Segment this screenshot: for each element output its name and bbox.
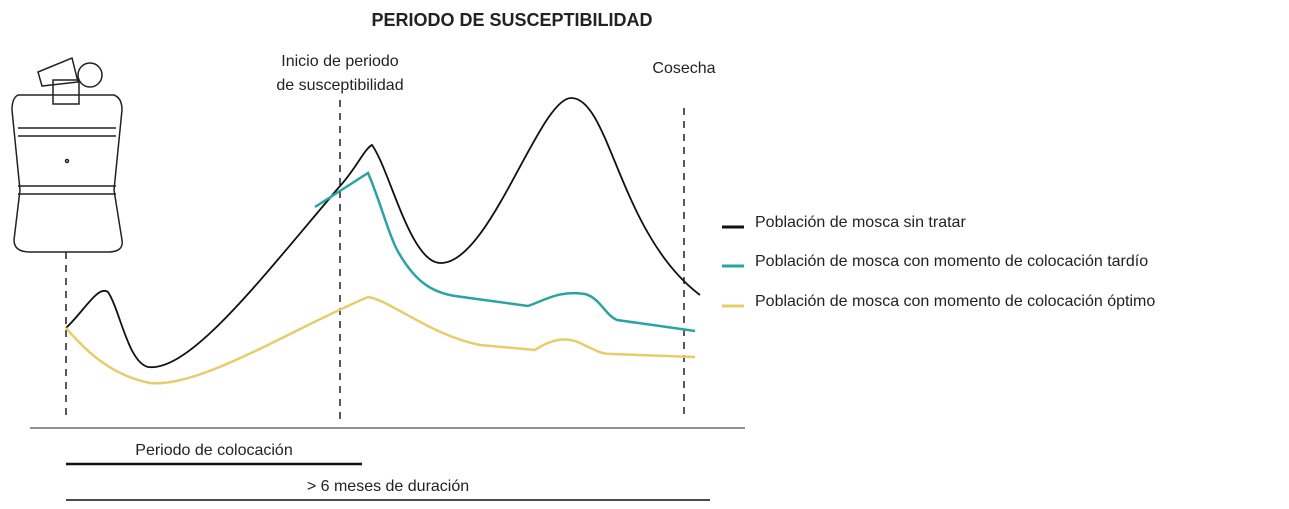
legend-label: Población de mosca con momento de coloca… — [755, 293, 1155, 310]
duration-label: > 6 meses de duración — [307, 478, 469, 495]
optimal-curve — [66, 297, 695, 383]
start-label: de susceptibilidad — [276, 77, 403, 94]
title: PERIODO DE SUSCEPTIBILIDAD — [371, 10, 652, 30]
legend-label: Población de mosca con momento de coloca… — [755, 253, 1148, 270]
harvest-label: Cosecha — [652, 60, 715, 77]
page: PERIODO DE SUSCEPTIBILIDAD Inicio de per… — [0, 0, 1289, 504]
start-label: Inicio de periodo — [281, 53, 399, 70]
diagram: PERIODO DE SUSCEPTIBILIDAD Inicio de per… — [0, 0, 1289, 504]
late-curve — [315, 173, 695, 331]
untreated-curve — [66, 98, 700, 367]
trap-icon — [12, 58, 122, 252]
markers — [66, 100, 684, 420]
placement-label: Periodo de colocación — [135, 442, 292, 459]
legend-label: Población de mosca sin tratar — [755, 214, 966, 231]
